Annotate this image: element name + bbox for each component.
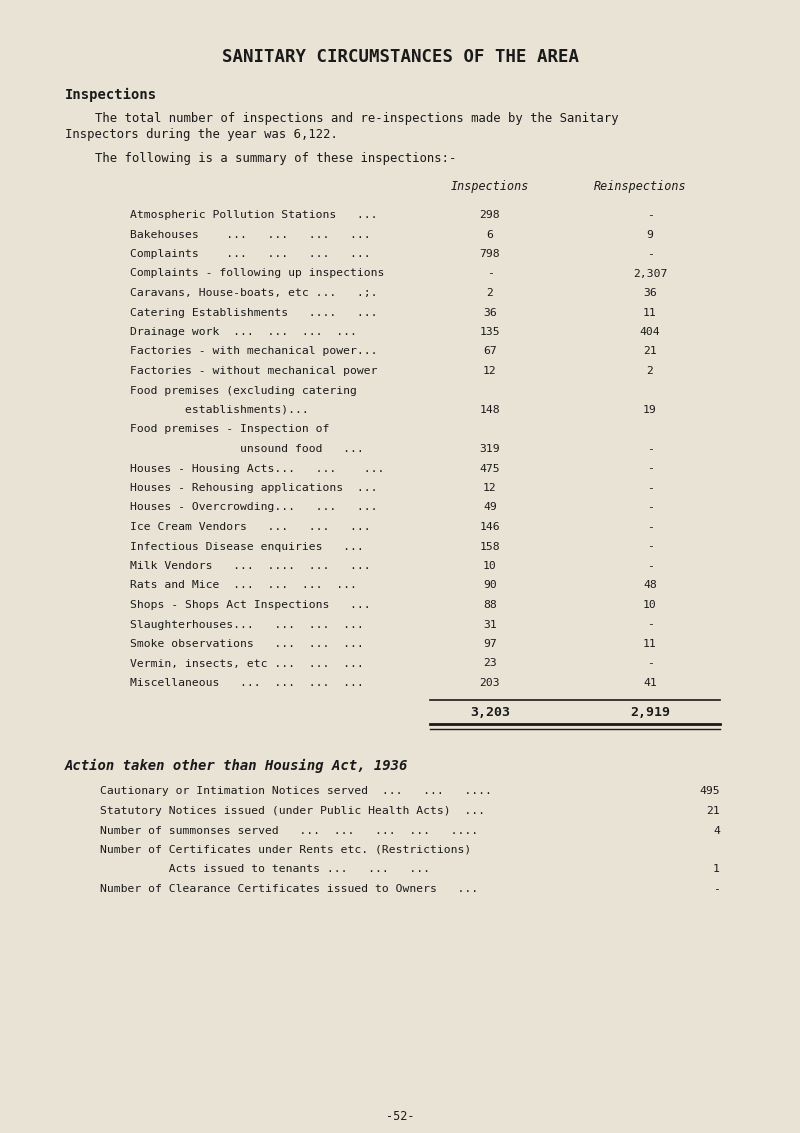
Text: -52-: -52- <box>386 1110 414 1123</box>
Text: -: - <box>646 444 654 454</box>
Text: 2,307: 2,307 <box>633 269 667 279</box>
Text: unsound food   ...: unsound food ... <box>130 444 364 454</box>
Text: 3,203: 3,203 <box>470 706 510 718</box>
Text: 11: 11 <box>643 639 657 649</box>
Text: -: - <box>646 210 654 220</box>
Text: -: - <box>646 249 654 259</box>
Text: The following is a summary of these inspections:-: The following is a summary of these insp… <box>95 152 456 165</box>
Text: 10: 10 <box>643 600 657 610</box>
Text: 9: 9 <box>646 230 654 239</box>
Text: Number of Clearance Certificates issued to Owners   ...: Number of Clearance Certificates issued … <box>100 884 478 894</box>
Text: Reinspections: Reinspections <box>594 180 686 193</box>
Text: Inspections: Inspections <box>451 180 529 193</box>
Text: 2: 2 <box>486 288 494 298</box>
Text: -: - <box>646 522 654 533</box>
Text: 798: 798 <box>480 249 500 259</box>
Text: Factories - with mechanical power...: Factories - with mechanical power... <box>130 347 378 357</box>
Text: -: - <box>646 561 654 571</box>
Text: Complaints    ...   ...   ...   ...: Complaints ... ... ... ... <box>130 249 370 259</box>
Text: -: - <box>646 620 654 630</box>
Text: Cautionary or Intimation Notices served  ...   ...   ....: Cautionary or Intimation Notices served … <box>100 786 492 796</box>
Text: SANITARY CIRCUMSTANCES OF THE AREA: SANITARY CIRCUMSTANCES OF THE AREA <box>222 48 578 66</box>
Text: Smoke observations   ...  ...  ...: Smoke observations ... ... ... <box>130 639 364 649</box>
Text: 12: 12 <box>483 366 497 376</box>
Text: Action taken other than Housing Act, 1936: Action taken other than Housing Act, 193… <box>65 758 408 773</box>
Text: 36: 36 <box>643 288 657 298</box>
Text: -: - <box>646 503 654 512</box>
Text: Atmospheric Pollution Stations   ...: Atmospheric Pollution Stations ... <box>130 210 378 220</box>
Text: Slaughterhouses...   ...  ...  ...: Slaughterhouses... ... ... ... <box>130 620 364 630</box>
Text: Acts issued to tenants ...   ...   ...: Acts issued to tenants ... ... ... <box>100 864 430 875</box>
Text: 1: 1 <box>713 864 720 875</box>
Text: Inspections: Inspections <box>65 88 157 102</box>
Text: Food premises (excluding catering: Food premises (excluding catering <box>130 385 357 395</box>
Text: Caravans, House-boats, etc ...   .;.: Caravans, House-boats, etc ... .;. <box>130 288 378 298</box>
Text: 2,919: 2,919 <box>630 706 670 718</box>
Text: Houses - Rehousing applications  ...: Houses - Rehousing applications ... <box>130 483 378 493</box>
Text: 495: 495 <box>699 786 720 796</box>
Text: -: - <box>646 658 654 668</box>
Text: Complaints - following up inspections: Complaints - following up inspections <box>130 269 384 279</box>
Text: 90: 90 <box>483 580 497 590</box>
Text: 97: 97 <box>483 639 497 649</box>
Text: 319: 319 <box>480 444 500 454</box>
Text: The total number of inspections and re-inspections made by the Sanitary: The total number of inspections and re-i… <box>95 112 618 125</box>
Text: 6: 6 <box>486 230 494 239</box>
Text: Ice Cream Vendors   ...   ...   ...: Ice Cream Vendors ... ... ... <box>130 522 370 533</box>
Text: Infectious Disease enquiries   ...: Infectious Disease enquiries ... <box>130 542 364 552</box>
Text: 19: 19 <box>643 404 657 415</box>
Text: 48: 48 <box>643 580 657 590</box>
Text: Inspectors during the year was 6,122.: Inspectors during the year was 6,122. <box>65 128 338 140</box>
Text: 49: 49 <box>483 503 497 512</box>
Text: 31: 31 <box>483 620 497 630</box>
Text: Drainage work  ...  ...  ...  ...: Drainage work ... ... ... ... <box>130 327 357 337</box>
Text: 12: 12 <box>483 483 497 493</box>
Text: 146: 146 <box>480 522 500 533</box>
Text: Shops - Shops Act Inspections   ...: Shops - Shops Act Inspections ... <box>130 600 370 610</box>
Text: Houses - Housing Acts...   ...    ...: Houses - Housing Acts... ... ... <box>130 463 384 474</box>
Text: establishments)...: establishments)... <box>130 404 309 415</box>
Text: 88: 88 <box>483 600 497 610</box>
Text: -: - <box>713 884 720 894</box>
Text: 158: 158 <box>480 542 500 552</box>
Text: 135: 135 <box>480 327 500 337</box>
Text: -: - <box>646 483 654 493</box>
Text: 10: 10 <box>483 561 497 571</box>
Text: 2: 2 <box>646 366 654 376</box>
Text: 36: 36 <box>483 307 497 317</box>
Text: -: - <box>646 542 654 552</box>
Text: Number of summonses served   ...  ...   ...  ...   ....: Number of summonses served ... ... ... .… <box>100 826 478 835</box>
Text: -: - <box>486 269 494 279</box>
Text: 67: 67 <box>483 347 497 357</box>
Text: Catering Establishments   ....   ...: Catering Establishments .... ... <box>130 307 378 317</box>
Text: 23: 23 <box>483 658 497 668</box>
Text: Vermin, insects, etc ...  ...  ...: Vermin, insects, etc ... ... ... <box>130 658 364 668</box>
Text: 298: 298 <box>480 210 500 220</box>
Text: 11: 11 <box>643 307 657 317</box>
Text: 4: 4 <box>713 826 720 835</box>
Text: 21: 21 <box>643 347 657 357</box>
Text: Number of Certificates under Rents etc. (Restrictions): Number of Certificates under Rents etc. … <box>100 845 471 855</box>
Text: 21: 21 <box>706 806 720 816</box>
Text: Factories - without mechanical power: Factories - without mechanical power <box>130 366 378 376</box>
Text: Bakehouses    ...   ...   ...   ...: Bakehouses ... ... ... ... <box>130 230 370 239</box>
Text: 475: 475 <box>480 463 500 474</box>
Text: Statutory Notices issued (under Public Health Acts)  ...: Statutory Notices issued (under Public H… <box>100 806 485 816</box>
Text: 41: 41 <box>643 678 657 688</box>
Text: Rats and Mice  ...  ...  ...  ...: Rats and Mice ... ... ... ... <box>130 580 357 590</box>
Text: -: - <box>646 463 654 474</box>
Text: 148: 148 <box>480 404 500 415</box>
Text: 404: 404 <box>640 327 660 337</box>
Text: Food premises - Inspection of: Food premises - Inspection of <box>130 425 330 434</box>
Text: 203: 203 <box>480 678 500 688</box>
Text: Houses - Overcrowding...   ...   ...: Houses - Overcrowding... ... ... <box>130 503 378 512</box>
Text: Miscellaneous   ...  ...  ...  ...: Miscellaneous ... ... ... ... <box>130 678 364 688</box>
Text: Milk Vendors   ...  ....  ...   ...: Milk Vendors ... .... ... ... <box>130 561 370 571</box>
